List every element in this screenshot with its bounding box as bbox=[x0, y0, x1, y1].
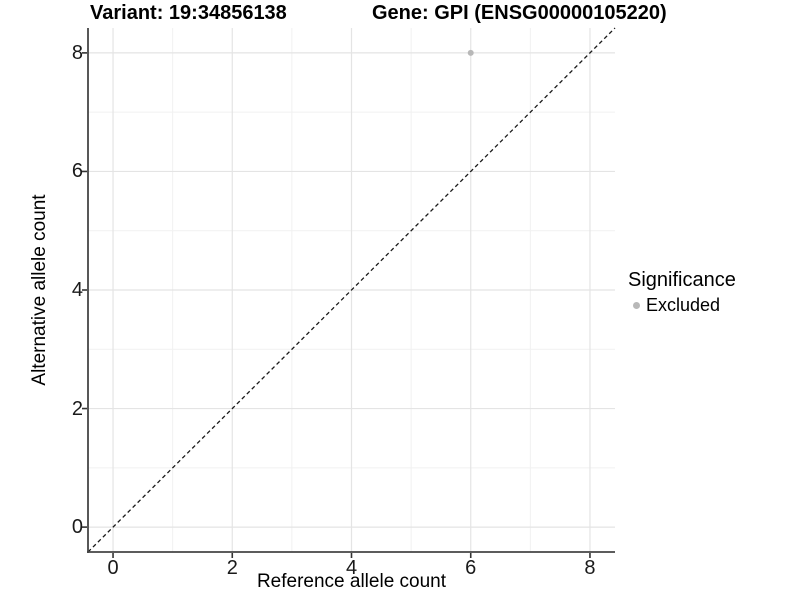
x-tick-label: 6 bbox=[465, 557, 477, 579]
legend-point-icon bbox=[633, 301, 640, 309]
x-axis-title: Reference allele count bbox=[256, 571, 447, 592]
plot-title-gene: Gene: GPI (ENSG00000105220) bbox=[372, 2, 667, 24]
x-tick-label: 2 bbox=[226, 557, 238, 579]
legend-item-label: Excluded bbox=[646, 295, 721, 315]
y-tick-label: 2 bbox=[71, 397, 83, 420]
legend-title: Significance bbox=[628, 269, 736, 291]
y-tick-label: 6 bbox=[71, 160, 83, 183]
legend: Significance Excluded bbox=[628, 268, 736, 316]
x-tick-label: 8 bbox=[584, 557, 596, 579]
y-tick-label: 4 bbox=[71, 279, 83, 301]
y-tick-label: 0 bbox=[71, 516, 83, 539]
x-tick-label: 0 bbox=[107, 557, 119, 579]
plot-title-variant: Variant: 19:34856138 bbox=[90, 2, 287, 24]
legend-item-excluded: Excluded bbox=[628, 294, 736, 316]
x-tick-label: 4 bbox=[345, 557, 358, 579]
data-point bbox=[467, 49, 474, 56]
y-tick-label: 8 bbox=[71, 41, 83, 64]
